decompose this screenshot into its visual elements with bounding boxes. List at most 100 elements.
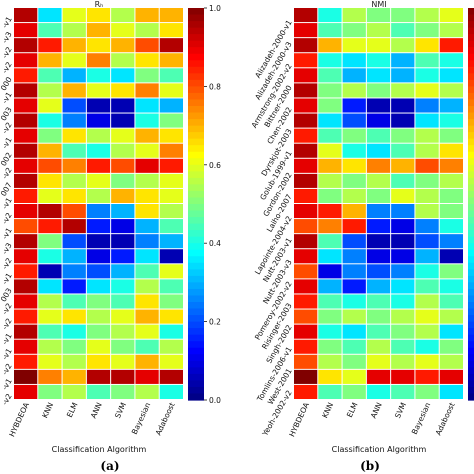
heatmap-cell	[111, 158, 135, 173]
heatmap-cell	[342, 68, 366, 83]
heatmap-cell	[14, 279, 38, 294]
heatmap-cell	[86, 98, 111, 113]
heatmap-cell	[391, 204, 415, 219]
heatmap-cell	[135, 279, 159, 294]
colorbar-segment	[188, 99, 204, 107]
heatmap-cell	[318, 143, 342, 158]
heatmap-cell	[38, 188, 62, 203]
colorbar-segment	[188, 341, 204, 349]
heatmap-cell	[415, 38, 439, 53]
heatmap-cell	[342, 8, 366, 23]
panel-label: (a)	[100, 459, 119, 473]
heatmap-cell	[366, 68, 391, 83]
colorbar-segment	[188, 347, 204, 355]
colorbar-tick-label: 1.0	[209, 4, 221, 13]
colorbar-segment	[468, 223, 474, 231]
heatmap-cell	[14, 188, 38, 203]
heatmap-cell	[159, 98, 183, 113]
heatmap-cell	[159, 83, 183, 98]
heatmap-cell	[439, 173, 463, 188]
colorbar-segment	[468, 86, 474, 94]
heatmap-cell	[62, 264, 86, 279]
heatmap-cell	[366, 279, 391, 294]
colorbar-segment	[468, 236, 474, 244]
heatmap-cell	[342, 384, 366, 399]
colorbar-segment	[468, 295, 474, 303]
colorbar-segment	[468, 328, 474, 336]
heatmap-cell	[159, 249, 183, 264]
heatmap-cell	[366, 83, 391, 98]
heatmap-cell	[366, 98, 391, 113]
colorbar-segment	[468, 393, 474, 401]
heatmap-cell	[391, 53, 415, 68]
heatmap-cell	[62, 279, 86, 294]
heatmap-cell	[38, 294, 62, 309]
colorbar-segment	[188, 256, 204, 264]
heatmap-cell	[86, 113, 111, 128]
heatmap-cell	[391, 339, 415, 354]
heatmap-cell	[111, 53, 135, 68]
heatmap-cell	[86, 294, 111, 309]
heatmap-cell	[342, 143, 366, 158]
heatmap-cell	[391, 158, 415, 173]
heatmap-cell	[391, 68, 415, 83]
colorbar-segment	[188, 197, 204, 205]
heatmap-cell	[439, 369, 463, 384]
y-tick-label: 003	[0, 286, 14, 303]
colorbar-segment	[188, 177, 204, 185]
colorbar-segment	[188, 302, 204, 310]
heatmap-cell	[391, 113, 415, 128]
heatmap-cell	[391, 23, 415, 38]
heatmap-cell	[159, 173, 183, 188]
colorbar-segment	[188, 223, 204, 231]
heatmap-cell	[366, 158, 391, 173]
heatmap-cell	[391, 384, 415, 399]
colorbar-segment	[188, 288, 204, 297]
heatmap-cell	[342, 369, 366, 384]
y-tick-label: -v2	[0, 316, 14, 331]
colorbar-segment	[188, 40, 204, 48]
heatmap-cell	[415, 369, 439, 384]
heatmap-cell	[62, 249, 86, 264]
heatmap-cell	[294, 8, 318, 23]
heatmap-cell	[38, 354, 62, 369]
heatmap-cell	[439, 234, 463, 249]
heatmap-cell	[14, 219, 38, 234]
heatmap-cell	[415, 83, 439, 98]
colorbar-segment	[468, 53, 474, 61]
heatmap-cell	[294, 354, 318, 369]
heatmap-cell	[159, 53, 183, 68]
heatmap-cell	[86, 204, 111, 219]
x-tick-label: HYBDEOA	[7, 400, 31, 438]
heatmap-cell	[86, 68, 111, 83]
heatmap-cell	[415, 249, 439, 264]
heatmap-cell	[342, 219, 366, 234]
heatmap-cell	[14, 143, 38, 158]
heatmap-cell	[342, 38, 366, 53]
y-tick-label: -v1	[0, 347, 14, 362]
heatmap-cell	[14, 128, 38, 143]
heatmap-cell	[86, 324, 111, 339]
heatmap-cell	[14, 339, 38, 354]
heatmap-cell	[135, 38, 159, 53]
colorbar-segment	[468, 66, 474, 74]
colorbar-segment	[468, 217, 474, 225]
y-tick-label: -v2	[0, 60, 14, 75]
heatmap-cell	[86, 23, 111, 38]
colorbar-segment	[468, 243, 474, 251]
heatmap-cell	[294, 98, 318, 113]
heatmap-cell	[318, 249, 342, 264]
heatmap-cell	[439, 324, 463, 339]
heatmap-cell	[111, 309, 135, 324]
x-tick-label: KNN	[40, 401, 55, 419]
heatmap-cell	[391, 38, 415, 53]
heatmap-cell	[14, 68, 38, 83]
heatmap-cell	[159, 23, 183, 38]
heatmap-cell	[294, 264, 318, 279]
heatmap-cell	[14, 53, 38, 68]
heatmap-cell	[415, 98, 439, 113]
heatmap-cell	[62, 23, 86, 38]
colorbar-segment	[468, 341, 474, 349]
x-axis-label: Classification Algorithm	[332, 445, 427, 454]
heatmap-cell	[38, 128, 62, 143]
